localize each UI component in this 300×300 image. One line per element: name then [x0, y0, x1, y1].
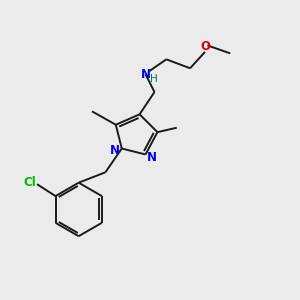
- Text: H: H: [150, 74, 158, 84]
- Text: Cl: Cl: [23, 176, 36, 189]
- Text: N: N: [140, 68, 151, 81]
- Text: O: O: [200, 40, 210, 53]
- Text: N: N: [110, 144, 120, 158]
- Text: N: N: [147, 151, 157, 164]
